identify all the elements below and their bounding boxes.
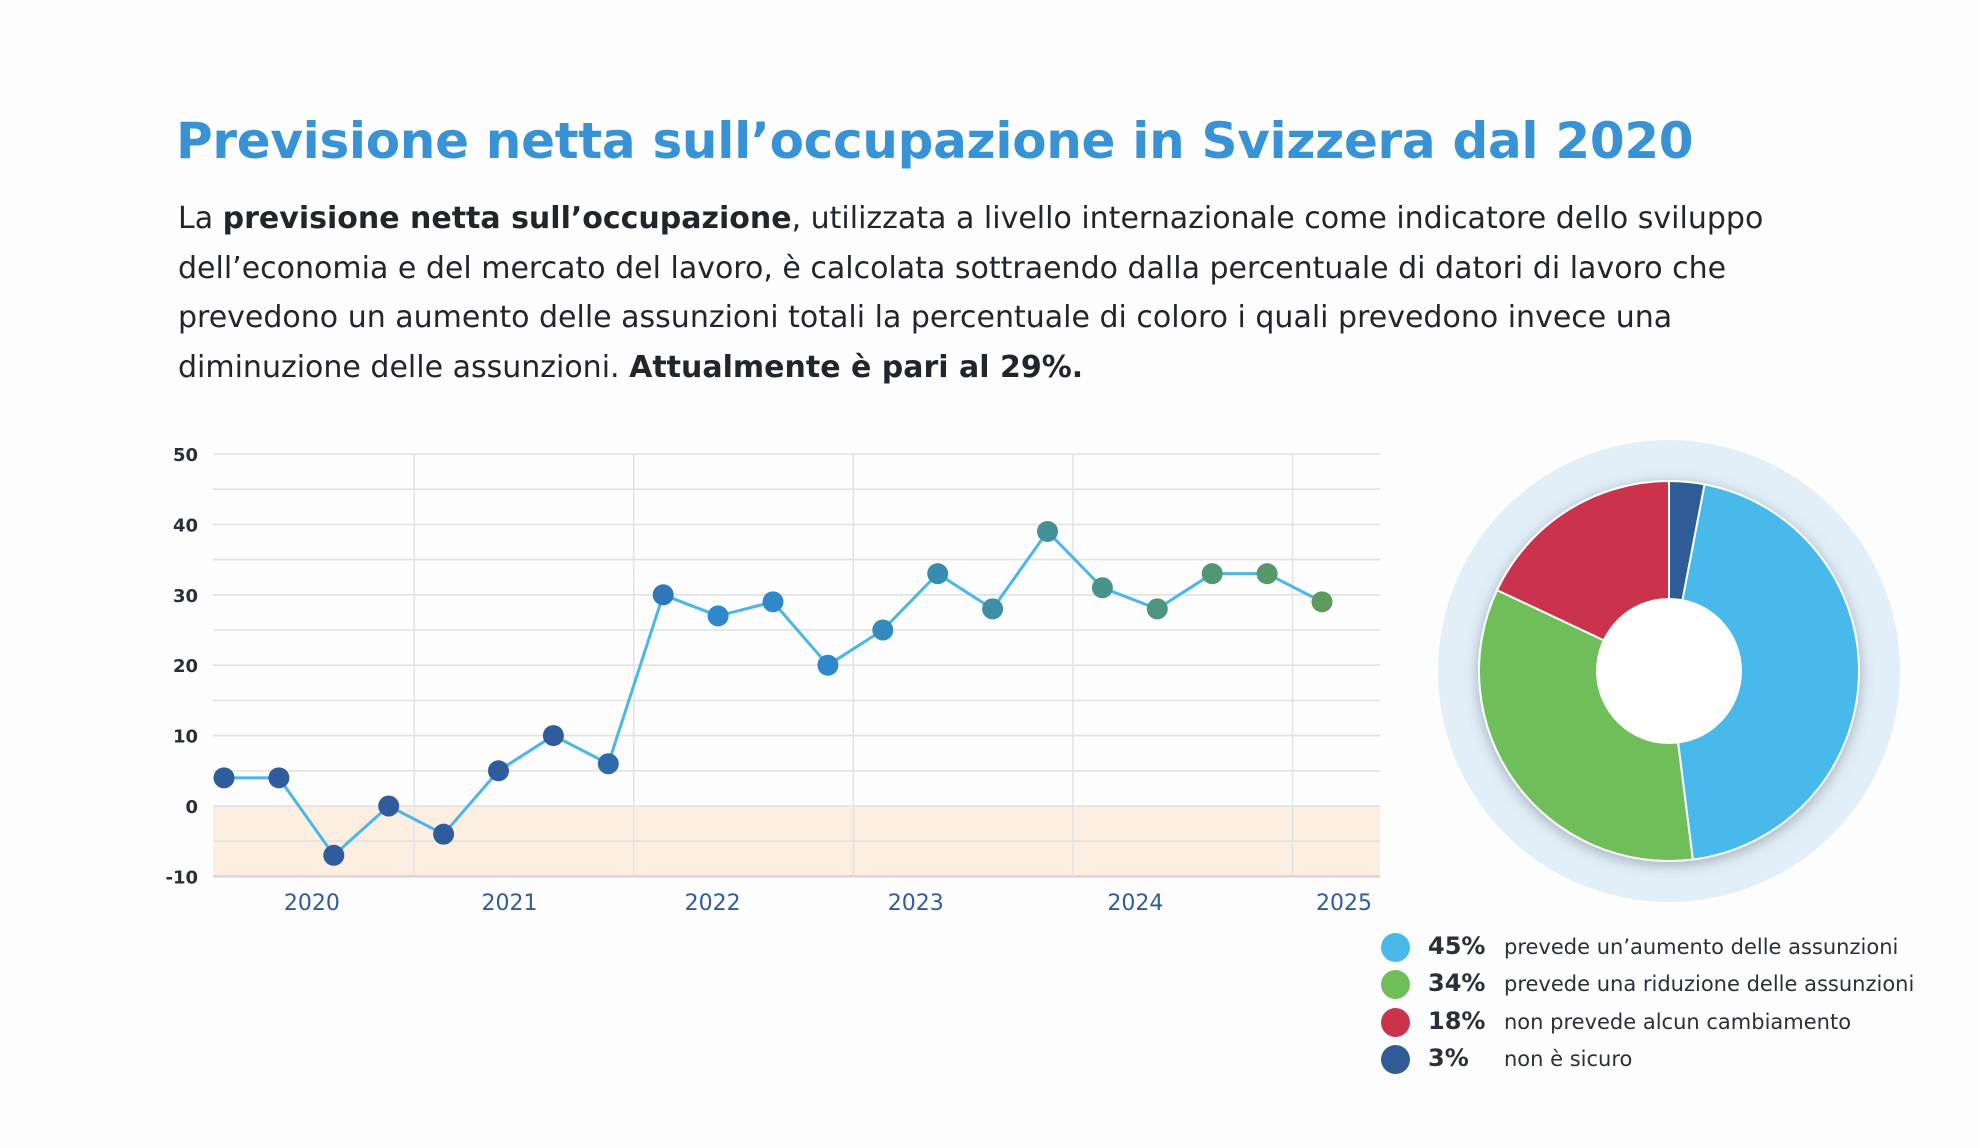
x-tick-label: 2024 bbox=[1107, 891, 1163, 916]
y-tick-label: 10 bbox=[173, 727, 198, 748]
data-point bbox=[488, 760, 509, 782]
data-point bbox=[1146, 598, 1168, 620]
x-tick-label: 2025 bbox=[1316, 891, 1372, 916]
intro-line: prevedono un aumento delle assunzioni to… bbox=[178, 293, 1898, 343]
data-point bbox=[1091, 577, 1113, 599]
line-chart: 50 40 30 20 10 0 -10 2020 2021 2022 2023 2024 2025 bbox=[165, 445, 1380, 916]
intro-text: diminuzione delle assunzioni. bbox=[178, 349, 630, 385]
donut-slice bbox=[1668, 479, 1706, 672]
y-tick-label: 30 bbox=[173, 586, 198, 607]
data-point bbox=[268, 767, 290, 789]
data-point bbox=[1037, 520, 1058, 542]
legend-percent: 3% bbox=[1428, 1044, 1469, 1072]
donut-slice bbox=[1495, 479, 1670, 673]
x-tick-label: 2022 bbox=[685, 891, 741, 916]
intro-bold-text: previsione netta sull’occupazione bbox=[222, 201, 792, 236]
intro-text: La bbox=[178, 201, 223, 236]
data-point bbox=[652, 584, 674, 606]
data-point bbox=[213, 767, 235, 789]
legend-color-dot-icon bbox=[1381, 1045, 1410, 1074]
y-tick-label: 20 bbox=[173, 656, 198, 677]
legend-percent: 18% bbox=[1428, 1007, 1486, 1035]
data-point bbox=[927, 563, 949, 585]
data-point bbox=[1311, 591, 1333, 613]
donut-base bbox=[1479, 481, 1859, 861]
x-tick-label: 2020 bbox=[284, 891, 340, 916]
x-axis-tick-labels: 2020 2021 2022 2023 2024 2025 bbox=[284, 891, 1372, 916]
legend-label: non prevede alcun cambiamento bbox=[1504, 1010, 1852, 1034]
y-tick-label: -10 bbox=[165, 867, 198, 888]
data-point bbox=[1256, 563, 1278, 585]
intro-text: prevedono un aumento delle assunzioni to… bbox=[178, 300, 1673, 335]
intro-text: , utilizzata a livello internazionale co… bbox=[791, 201, 1764, 236]
intro-line: diminuzione delle assunzioni. Attualment… bbox=[178, 343, 1898, 393]
data-point bbox=[597, 753, 619, 775]
donut-slices bbox=[1478, 479, 1860, 862]
legend-color-dot-icon bbox=[1381, 970, 1410, 999]
intro-bold-text: Attualmente è pari al 29%. bbox=[629, 349, 1084, 385]
legend-item: 45% prevede un’aumento delle assunzioni bbox=[1380, 930, 1940, 966]
intro-line: La previsione netta sull’occupazione, ut… bbox=[178, 194, 1898, 244]
legend-color-dot-icon bbox=[1381, 1008, 1410, 1037]
legend-label: prevede un’aumento delle assunzioni bbox=[1504, 935, 1899, 959]
data-point bbox=[982, 598, 1004, 620]
intro-text: dell’economia e del mercato del lavoro, … bbox=[178, 250, 1727, 286]
y-tick-label: 0 bbox=[185, 797, 198, 818]
donut-slice bbox=[1478, 588, 1694, 862]
x-tick-label: 2021 bbox=[481, 891, 537, 916]
data-point bbox=[433, 823, 455, 845]
vertical-gridlines bbox=[413, 454, 1294, 877]
legend-percent: 34% bbox=[1428, 969, 1486, 997]
x-tick-label: 2023 bbox=[888, 891, 944, 916]
legend-item: 3% non è sicuro bbox=[1380, 1042, 1940, 1078]
donut-halo-ring bbox=[1438, 440, 1900, 902]
data-point bbox=[817, 654, 839, 676]
legend-label: prevede una riduzione delle assunzioni bbox=[1504, 972, 1915, 996]
donut-hole bbox=[1596, 598, 1742, 744]
intro-paragraph: La previsione netta sull’occupazione, ut… bbox=[178, 194, 1898, 392]
legend-percent: 45% bbox=[1428, 932, 1486, 960]
y-axis-tick-labels: 50 40 30 20 10 0 -10 bbox=[165, 445, 198, 888]
page-title: Previsione netta sull’occupazione in Svi… bbox=[176, 112, 1694, 170]
series-points bbox=[213, 520, 1333, 866]
data-point bbox=[762, 591, 784, 613]
legend-color-dot-icon bbox=[1381, 933, 1410, 962]
y-tick-label: 50 bbox=[173, 445, 198, 466]
data-point bbox=[323, 844, 345, 866]
legend-label: non è sicuro bbox=[1504, 1047, 1633, 1071]
horizontal-gridlines bbox=[213, 453, 1380, 878]
data-point bbox=[872, 619, 894, 641]
data-point bbox=[542, 725, 564, 747]
data-point bbox=[707, 605, 729, 627]
donut-slice bbox=[1667, 483, 1860, 861]
legend-item: 18% non prevede alcun cambiamento bbox=[1380, 1005, 1940, 1041]
y-tick-label: 40 bbox=[173, 515, 198, 536]
legend-item: 34% prevede una riduzione delle assunzio… bbox=[1380, 967, 1940, 1003]
data-point bbox=[378, 795, 400, 817]
data-point bbox=[1201, 563, 1223, 585]
intro-line: dell’economia e del mercato del lavoro, … bbox=[178, 244, 1898, 294]
